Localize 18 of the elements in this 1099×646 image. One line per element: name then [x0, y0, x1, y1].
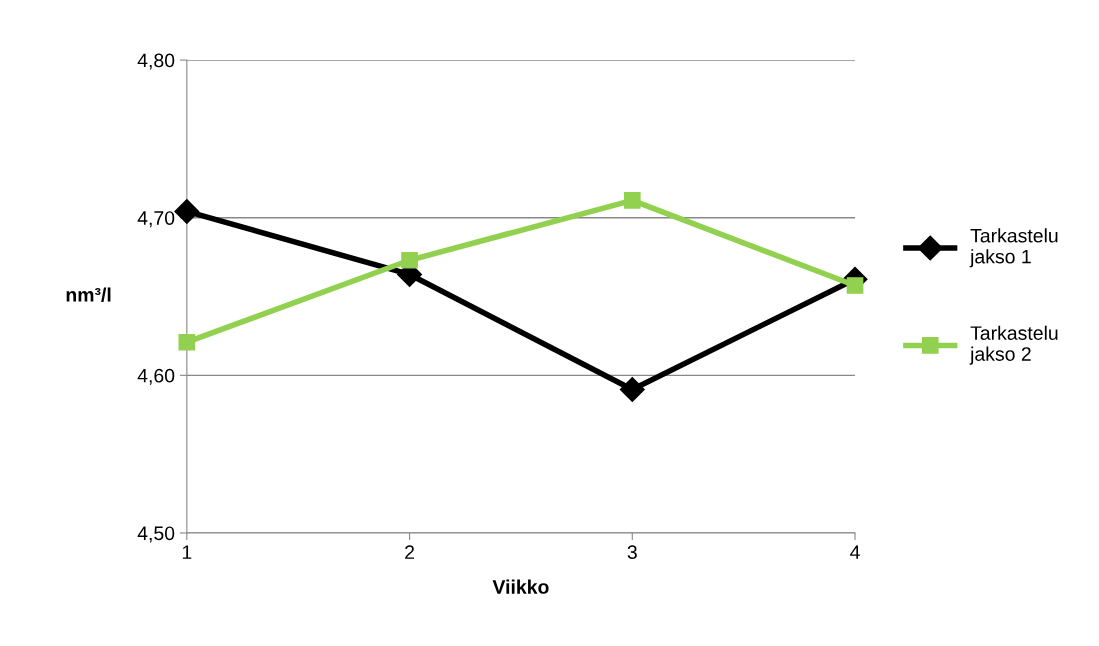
point [178, 333, 196, 351]
legend-label: Tarkastelu jakso 1 [969, 228, 1058, 268]
y-tick-label: 4,60 [137, 368, 175, 385]
y-tick-label: 4,70 [137, 211, 175, 228]
y-tick-label: 4,80 [137, 53, 175, 70]
legend-label: Tarkastelu jakso 2 [969, 325, 1058, 365]
x-tick-label: 2 [405, 545, 414, 559]
y-tick-label: 4,50 [137, 526, 175, 543]
x-tick-label: 3 [627, 545, 637, 560]
point [619, 377, 645, 402]
y-axis-title: nm³/l [66, 287, 111, 302]
point [846, 277, 864, 294]
point [623, 192, 641, 209]
x-tick-label: 4 [850, 545, 860, 559]
point [174, 198, 200, 224]
x-axis-title: Viikko [492, 579, 549, 594]
x-tick-label: 1 [182, 545, 192, 559]
point [401, 251, 418, 269]
